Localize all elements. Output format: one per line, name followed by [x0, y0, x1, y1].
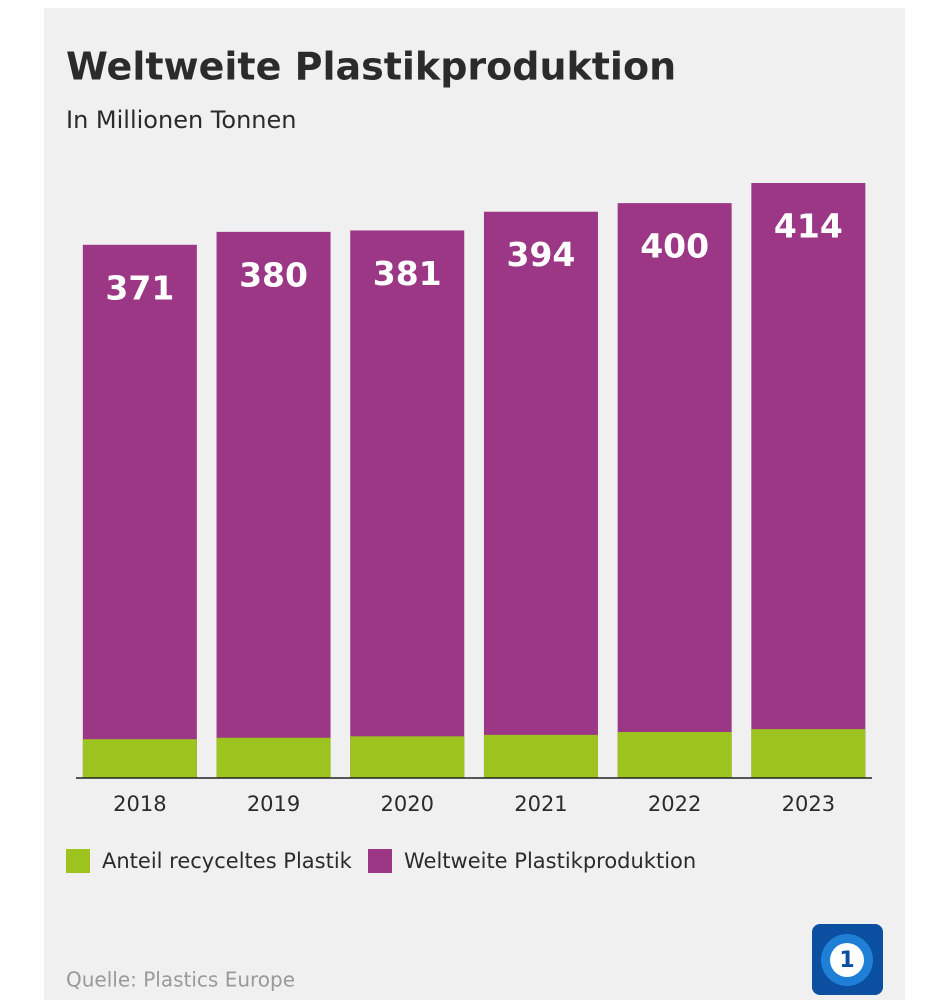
x-tick-label: 2018 — [113, 792, 166, 816]
bar — [216, 737, 331, 778]
x-tick-label: 2023 — [782, 792, 835, 816]
bar — [350, 230, 465, 778]
data-label: 400 — [640, 227, 709, 266]
bar — [483, 734, 598, 778]
bar — [751, 183, 866, 778]
data-label: 394 — [507, 235, 576, 274]
legend-swatch — [66, 849, 90, 873]
source: Quelle: Plastics Europe — [66, 968, 295, 992]
data-label: 380 — [239, 255, 308, 294]
x-tick-label: 2022 — [648, 792, 701, 816]
legend-label: Anteil recyceltes Plastik — [102, 849, 353, 873]
bar — [617, 732, 732, 778]
bar — [82, 244, 197, 779]
bar — [82, 739, 197, 778]
legend-label: Weltweite Plastikproduktion — [404, 849, 696, 873]
data-label: 414 — [774, 207, 843, 246]
logo: 1 — [812, 924, 883, 995]
svg-text:1: 1 — [839, 948, 854, 973]
legend-swatch — [368, 849, 392, 873]
chart-subtitle: In Millionen Tonnen — [66, 106, 296, 134]
x-tick-label: 2020 — [381, 792, 434, 816]
bar — [751, 729, 866, 778]
bar — [617, 203, 732, 778]
x-tick-label: 2019 — [247, 792, 300, 816]
chart-title: Weltweite Plastikproduktion — [66, 45, 676, 89]
bar — [216, 231, 331, 778]
data-label: 381 — [373, 254, 442, 293]
data-label: 371 — [105, 268, 174, 307]
x-tick-label: 2021 — [514, 792, 567, 816]
bar — [350, 736, 465, 778]
bar — [483, 211, 598, 778]
